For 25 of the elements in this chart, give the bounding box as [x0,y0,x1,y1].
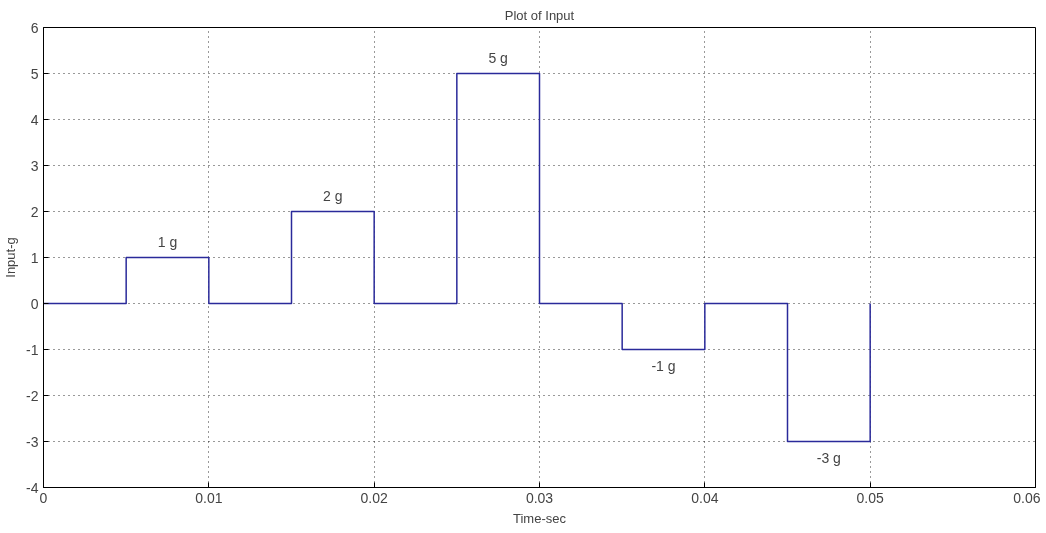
y-tick-label: 0 [30,295,39,312]
x-tick-label: 0.02 [360,489,388,506]
y-tick-label: 5 [30,65,39,82]
x-tick-label: 0.01 [195,489,223,506]
y-tick-label: 6 [30,19,39,36]
y-tick-label: -3 [26,433,39,450]
x-tick-label: 0.06 [1013,489,1041,506]
y-tick-label: -4 [26,479,39,496]
x-tick-label: 0.03 [525,489,554,506]
y-tick-label: -2 [26,387,39,404]
annotation: 5 g [488,49,508,66]
chart-title: Plot of Input [504,7,575,23]
x-tick-label: 0.05 [856,489,884,506]
y-tick-label: 3 [30,157,39,174]
annotation: -1 g [651,357,676,374]
y-tick-label: 1 [30,249,39,266]
x-tick-label: 0.04 [691,489,719,506]
y-axis-title: Input-g [3,237,19,278]
annotation: 1 g [157,233,178,250]
y-tick-label: -1 [26,341,39,358]
y-tick-label: 4 [30,111,39,128]
x-axis-title: Time-sec [513,510,567,526]
annotation: -3 g [816,449,841,466]
y-tick-label: 2 [30,203,39,220]
annotation: 2 g [323,187,343,204]
